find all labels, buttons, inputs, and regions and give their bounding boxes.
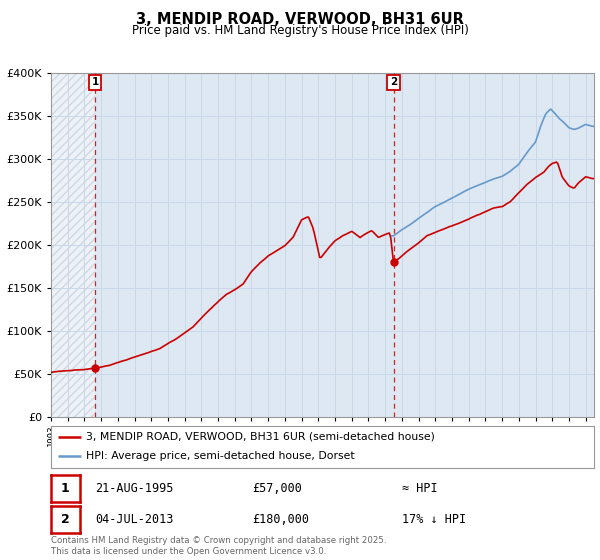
Text: 1: 1 bbox=[91, 77, 99, 87]
Text: 21-AUG-1995: 21-AUG-1995 bbox=[95, 482, 173, 496]
Text: £180,000: £180,000 bbox=[252, 513, 309, 526]
Text: 3, MENDIP ROAD, VERWOOD, BH31 6UR (semi-detached house): 3, MENDIP ROAD, VERWOOD, BH31 6UR (semi-… bbox=[86, 432, 435, 442]
Text: 17% ↓ HPI: 17% ↓ HPI bbox=[402, 513, 466, 526]
Text: Price paid vs. HM Land Registry's House Price Index (HPI): Price paid vs. HM Land Registry's House … bbox=[131, 24, 469, 37]
Text: £57,000: £57,000 bbox=[252, 482, 302, 496]
Text: 1: 1 bbox=[61, 482, 70, 496]
Text: 3, MENDIP ROAD, VERWOOD, BH31 6UR: 3, MENDIP ROAD, VERWOOD, BH31 6UR bbox=[136, 12, 464, 27]
Text: 2: 2 bbox=[61, 513, 70, 526]
Text: 2: 2 bbox=[390, 77, 397, 87]
Text: Contains HM Land Registry data © Crown copyright and database right 2025.
This d: Contains HM Land Registry data © Crown c… bbox=[51, 536, 386, 556]
Text: 04-JUL-2013: 04-JUL-2013 bbox=[95, 513, 173, 526]
Text: ≈ HPI: ≈ HPI bbox=[402, 482, 437, 496]
Text: HPI: Average price, semi-detached house, Dorset: HPI: Average price, semi-detached house,… bbox=[86, 451, 355, 461]
